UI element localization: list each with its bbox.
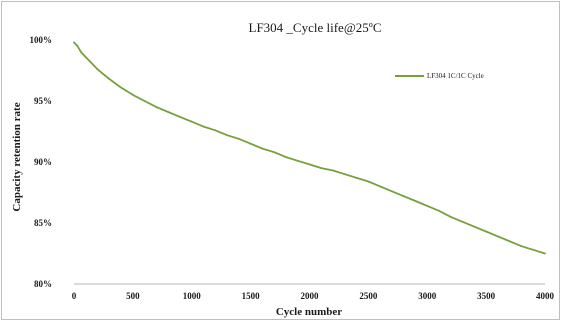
series-point [391,190,393,193]
x-tick-label: 2500 [359,291,378,301]
series-point [226,134,229,137]
x-tick-label: 4000 [536,291,555,301]
series-point [414,200,417,202]
x-tick-label: 3000 [418,291,437,301]
series-point [80,51,82,54]
series-point [108,78,111,80]
x-tick-label: 0 [72,291,77,301]
series-point [90,62,93,65]
series-point [449,216,452,218]
x-tick-label: 3500 [477,291,496,301]
series-point [473,225,476,228]
x-tick-label: 1000 [183,291,202,301]
series-point [320,167,323,170]
series-point [143,100,146,102]
series-point [155,106,158,108]
series-point [214,129,217,132]
series-point [190,120,193,123]
series-point [544,252,546,255]
series-point [261,147,264,150]
series-line [73,41,546,255]
series-point [379,185,382,188]
legend: LF304 1C/1C Cycle [395,72,484,80]
series-point [202,125,205,128]
x-axis-label: Cycle number [276,306,342,318]
series-point [426,205,429,207]
series-point [120,86,122,89]
series-point [84,56,87,58]
series-point [249,142,252,145]
y-axis-label: Capacity retention rate [11,102,23,211]
y-tick-labels: 80% 85% 90% 95% 100% [30,35,53,289]
series-point [273,151,276,154]
x-tick-labels: 0 500 1000 1500 2000 2500 3000 3500 4000 [72,291,555,301]
y-tick-label: 80% [34,279,52,289]
series-layer [73,41,546,255]
series-point [355,177,358,179]
series-point [179,116,181,118]
x-tick-label: 500 [126,291,140,301]
legend-series-label: LF304 1C/1C Cycle [427,72,484,80]
series-point [285,156,287,159]
series-point [508,240,511,243]
series-point [343,173,346,176]
y-tick-label: 85% [34,218,52,228]
series-point [485,230,487,233]
series-point [461,220,464,223]
chart-title: LF304 _Cycle life@25ºC [249,20,382,35]
series-point [520,245,523,248]
series-point [296,159,299,162]
series-point [332,169,334,172]
series-point [96,68,99,71]
series-point [167,111,170,113]
series-point [497,235,499,238]
series-point [367,180,370,183]
series-point [76,45,79,47]
y-tick-label: 100% [30,35,53,45]
series-point [73,41,75,44]
series-point [308,163,311,166]
series-point [438,209,440,212]
x-tick-label: 2000 [301,291,320,301]
y-tick-label: 90% [34,157,52,167]
x-tick-label: 1500 [242,291,261,301]
series-point [132,94,134,96]
series-point [402,195,405,198]
y-tick-label: 95% [34,96,52,106]
series-point [237,137,240,140]
series-point [532,248,535,251]
